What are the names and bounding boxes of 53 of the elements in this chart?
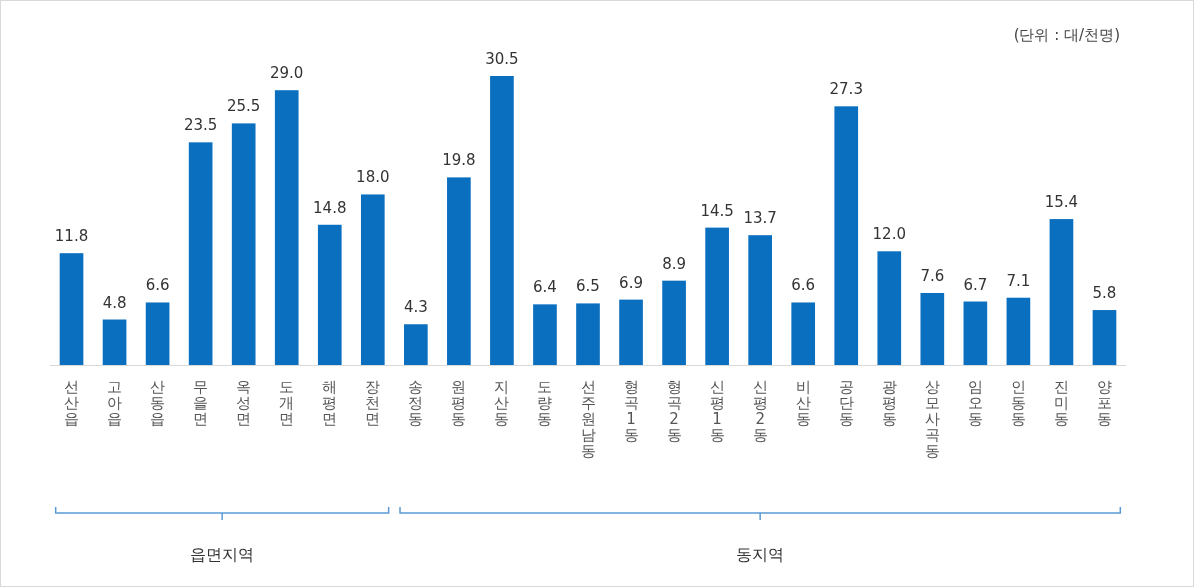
x-tick-label: 선주원남동 (580, 378, 596, 460)
data-label: 14.8 (313, 198, 347, 217)
text: 동지역 (736, 545, 785, 564)
x-tick-label: 도개면 (279, 378, 295, 428)
data-label: 6.6 (145, 276, 170, 295)
x-tick-label: 도량동 (537, 378, 553, 428)
x-tick-label: 진미동 (1053, 378, 1069, 428)
data-label: 6.5 (576, 277, 600, 296)
x-tick-label: 장천면 (365, 378, 381, 428)
data-label: 4.3 (403, 298, 428, 317)
x-tick-label: 양포동 (1096, 378, 1112, 428)
data-label: 7.6 (920, 266, 945, 285)
text: 읍면지역 (190, 545, 255, 564)
x-tick-label: 옥성면 (236, 378, 252, 428)
x-tick-label: 원평동 (451, 378, 467, 428)
data-label: 4.8 (102, 293, 127, 312)
x-tick-label: 광평동 (881, 378, 897, 428)
text: (단위 : 대/천명) (1013, 26, 1120, 44)
data-label: 5.8 (1092, 284, 1117, 303)
data-label: 7.1 (1006, 271, 1031, 290)
x-tick-label: 인동동 (1010, 378, 1026, 428)
x-tick-label: 비산동 (795, 378, 811, 428)
x-tick-label: 상모사곡동 (924, 378, 940, 460)
x-tick-label: 산동읍 (150, 378, 166, 428)
x-tick-label: 신평1동 (709, 378, 725, 444)
x-tick-label: 임오동 (967, 378, 983, 428)
x-tick-label: 공단동 (838, 378, 854, 428)
data-label: 19.8 (442, 151, 476, 170)
data-label: 15.4 (1044, 193, 1079, 212)
data-label: 8.9 (662, 254, 687, 273)
x-tick-label: 형곡2동 (666, 378, 682, 444)
data-label: 6.4 (533, 278, 557, 297)
x-tick-label: 형곡1동 (623, 378, 639, 444)
x-tick-label: 고아읍 (107, 378, 123, 428)
x-tick-label: 송정동 (408, 378, 424, 428)
data-label: 25.5 (226, 97, 261, 116)
x-tick-label: 신평2동 (752, 378, 768, 444)
data-label: 11.8 (54, 227, 89, 246)
data-label: 23.5 (183, 116, 218, 135)
data-label: 6.9 (619, 273, 643, 292)
data-label: 30.5 (485, 50, 519, 68)
data-label: 29.0 (270, 64, 304, 83)
data-label: 13.7 (743, 209, 777, 228)
data-label: 18.0 (356, 168, 390, 187)
data-label: 14.5 (700, 201, 734, 220)
x-tick-label: 무을면 (193, 378, 209, 428)
data-label: 6.7 (963, 275, 988, 294)
data-label: 12.0 (872, 225, 906, 244)
x-tick-label: 선산읍 (64, 378, 80, 428)
data-label: 6.6 (791, 276, 816, 295)
x-tick-label: 지산동 (494, 378, 510, 428)
x-tick-label: 해평면 (322, 378, 338, 428)
data-label: 27.3 (829, 80, 863, 99)
